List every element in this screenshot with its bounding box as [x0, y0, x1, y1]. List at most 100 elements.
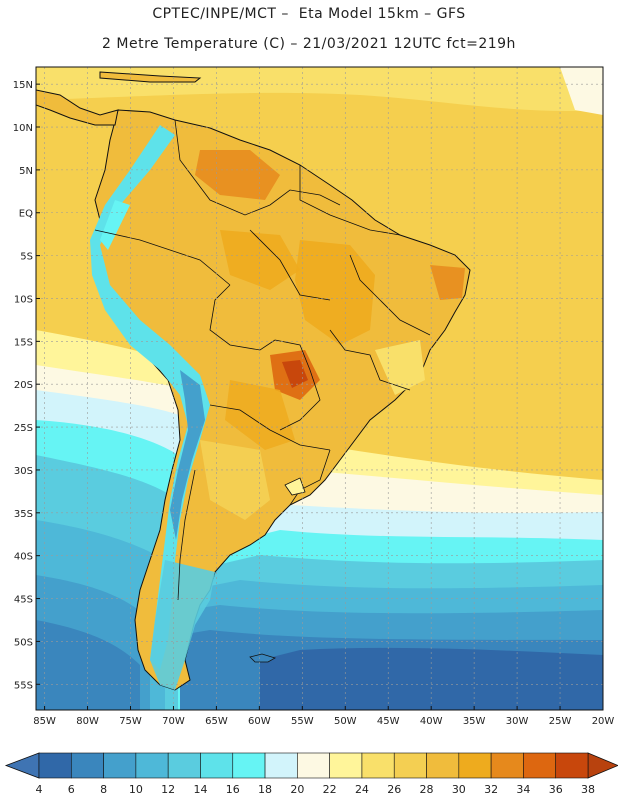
lon-tick-label: 50W — [334, 716, 357, 727]
colorbar-label: 8 — [100, 783, 107, 796]
border-chile-argentina — [177, 469, 196, 601]
colorbar-swatch — [393, 752, 427, 779]
colorbar-label: 16 — [226, 783, 240, 796]
lon-tick-label: 40W — [420, 716, 443, 727]
lon-tick-label: 65W — [205, 716, 228, 727]
lon-tick-label: 35W — [463, 716, 486, 727]
lat-tick-label: 15S — [14, 337, 33, 348]
ocean-band-6-east — [260, 647, 603, 710]
lat-tick-label: 5N — [19, 166, 33, 177]
hot-patch-chaco — [225, 380, 295, 450]
colorbar-label: 10 — [129, 783, 143, 796]
lon-tick-label: 45W — [377, 716, 400, 727]
colorbar-label: 14 — [193, 783, 207, 796]
lat-tick-label: 40S — [14, 552, 33, 563]
falkland-islands — [249, 653, 277, 663]
lagoa-dos-patos — [284, 477, 306, 496]
border-brazil-states-1 — [349, 254, 431, 336]
colorbar-label: 38 — [581, 783, 595, 796]
border-brazil-states-3 — [249, 229, 331, 301]
north-atlantic-cool-patch — [560, 67, 603, 115]
colorbar-swatch — [167, 752, 201, 779]
lat-tick-label: 45S — [14, 595, 33, 606]
colorbar-swatch — [264, 752, 298, 779]
colorbar-swatch — [555, 752, 589, 779]
border-ecuador-peru — [94, 229, 231, 286]
temperature-colorbar: 4 6 8 10 12 14 16 18 20 22 24 26 28 30 32 34 36 38 — [4, 752, 618, 796]
lat-tick-label: 10S — [14, 294, 33, 305]
colorbar-label: 32 — [484, 783, 498, 796]
hot-patch-amazon — [220, 230, 300, 290]
longitude-labels: 85W 80W 75W 70W 65W 60W 55W 50W 45W 40W 35W 30W 25W 2… — [33, 706, 614, 727]
colorbar-swatch — [329, 752, 363, 779]
lon-tick-label: 60W — [248, 716, 271, 727]
colorbar-swatch — [38, 752, 72, 779]
map-gridlines — [36, 67, 603, 710]
map-plot-area — [36, 67, 603, 710]
border-uruguay — [289, 449, 331, 506]
border-guianas — [299, 165, 401, 236]
colorbar-label: 36 — [549, 783, 563, 796]
border-argentina-north — [209, 404, 331, 451]
lat-tick-label: 30S — [14, 466, 33, 477]
colorbar-swatch — [458, 752, 492, 779]
lon-tick-label: 20W — [592, 716, 615, 727]
colorbar-label: 12 — [161, 783, 175, 796]
map-frame — [35, 66, 604, 711]
lon-tick-label: 80W — [76, 716, 99, 727]
mild-patch-southeast — [375, 340, 425, 395]
colorbar-label: 24 — [355, 783, 369, 796]
colorbar-label: 22 — [323, 783, 337, 796]
colorbar-label: 26 — [387, 783, 401, 796]
colorbar-label: 18 — [258, 783, 272, 796]
colorbar-swatch — [297, 752, 330, 779]
lat-tick-label: 55S — [14, 680, 33, 691]
lon-tick-label: 30W — [506, 716, 529, 727]
ocean-band-6-west — [36, 620, 140, 710]
colorbar-swatch — [426, 752, 460, 779]
colorbar-swatch — [523, 752, 557, 779]
colorbar-swatch — [103, 752, 137, 779]
mild-patch-pampas — [200, 440, 270, 520]
lat-tick-label: EQ — [19, 209, 33, 220]
border-brazil-states-2 — [329, 329, 411, 391]
hottest-core — [282, 360, 308, 388]
andes-coldest-core — [170, 370, 205, 540]
lon-tick-label: 55W — [291, 716, 314, 727]
hot-patch-northeast — [430, 265, 465, 300]
colorbar-swatch — [232, 752, 266, 779]
colorbar-swatch — [490, 752, 524, 779]
border-bolivia-paraguay — [274, 339, 321, 431]
colorbar-high-arrow — [587, 752, 618, 779]
colorbar-label: 28 — [420, 783, 434, 796]
hot-patch-central-brazil — [295, 240, 375, 345]
patagonia-cool-shade — [150, 560, 215, 690]
central-america-land — [36, 89, 119, 126]
colorbar-label: 6 — [68, 783, 75, 796]
colorbar-swatch — [135, 752, 169, 779]
colorbar-swatch — [200, 752, 234, 779]
country-borders — [94, 119, 431, 601]
colorbar-swatch — [70, 752, 104, 779]
lat-tick-label: 15N — [13, 80, 33, 91]
lon-tick-label: 85W — [33, 716, 56, 727]
lat-tick-label: 35S — [14, 509, 33, 520]
lat-tick-label: 50S — [14, 637, 33, 648]
map-title-line2: 2 Metre Temperature (C) – 21/03/2021 12U… — [102, 36, 516, 52]
colorbar-low-arrow — [4, 752, 40, 779]
colorbar-label: 34 — [516, 783, 530, 796]
lon-tick-label: 75W — [119, 716, 142, 727]
caribbean-islands — [99, 71, 202, 83]
colorbar-label: 20 — [290, 783, 304, 796]
colorbar-label: 30 — [452, 783, 466, 796]
lon-tick-label: 25W — [549, 716, 572, 727]
lat-tick-label: 5S — [20, 252, 33, 263]
lon-tick-label: 70W — [162, 716, 185, 727]
latitude-labels: 15N 10N 5N EQ 5S 10S 15S 20S 25S 30S 35S 40S 45S 50S 5… — [13, 80, 40, 691]
colorbar-swatch — [361, 752, 395, 779]
map-title-line1: CPTEC/INPE/MCT – Eta Model 15km – GFS — [152, 6, 466, 22]
border-peru-bolivia — [209, 284, 276, 351]
lat-tick-label: 10N — [13, 123, 33, 134]
colorbar-label: 4 — [36, 783, 43, 796]
